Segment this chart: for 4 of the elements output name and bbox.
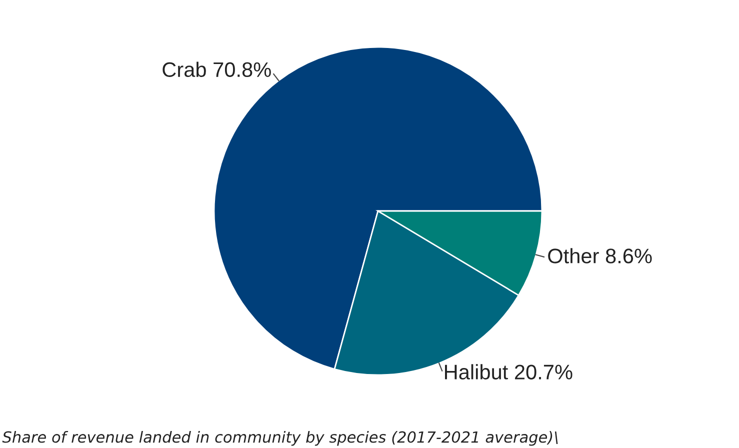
text: Share of revenue landed in community by species (2017-2021 average)\ — [2, 430, 558, 446]
slice-label: Halibut 20.7% — [445, 364, 572, 380]
slice-label: Other 8.6% — [548, 248, 652, 264]
slice-label: Crab 70.8% — [162, 62, 271, 78]
